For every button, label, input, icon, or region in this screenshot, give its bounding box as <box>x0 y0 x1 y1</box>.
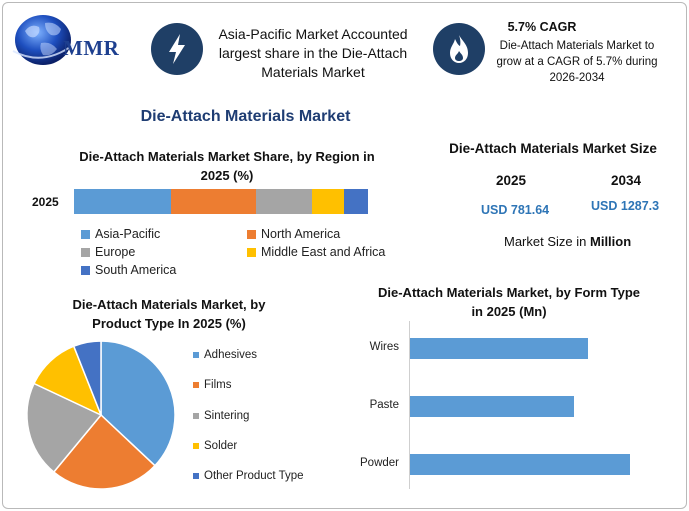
swatch <box>193 443 199 449</box>
form-category-label: Paste <box>369 399 399 411</box>
form-chart-title: Die-Attach Materials Market, by Form Typ… <box>378 285 640 319</box>
form-bar <box>410 338 589 359</box>
form-bar <box>410 396 574 417</box>
swatch <box>81 247 90 257</box>
legend-sintering: Sintering <box>193 410 249 422</box>
legend-middle-east-africa: Middle East and Africa <box>247 245 385 259</box>
swatch <box>81 265 90 275</box>
region-bar-segment <box>312 189 345 214</box>
region-stacked-bar <box>74 189 368 214</box>
unit-label: Million <box>590 234 632 249</box>
region-bar-segment <box>256 189 313 214</box>
form-chart-axis <box>409 321 410 489</box>
swatch <box>247 247 256 257</box>
globe-icon <box>12 15 74 65</box>
region-bar-segment <box>74 189 172 214</box>
pie-slice <box>26 382 103 474</box>
swatch <box>193 352 199 358</box>
swatch <box>193 382 199 388</box>
legend-north-america: North America <box>247 227 340 241</box>
page-title: Die-Attach Materials Market <box>140 108 351 125</box>
legend-adhesives: Adhesives <box>193 349 257 361</box>
swatch <box>247 229 256 239</box>
cagr-title: 5.7% CAGR <box>507 20 577 34</box>
form-category-label: Wires <box>369 341 399 353</box>
region-bar-segment <box>344 189 368 214</box>
legend-other-product-type: Other Product Type <box>193 470 304 482</box>
pie-slice <box>72 340 102 416</box>
legend-solder: Solder <box>193 440 237 452</box>
pie-slice <box>52 413 157 490</box>
product-pie-chart <box>26 340 176 490</box>
form-bar-chart: Wires Paste Powder <box>343 321 643 491</box>
logo-text: MMR <box>63 36 120 60</box>
legend-asia-pacific: Asia-Pacific <box>81 227 160 241</box>
pie-slice <box>100 340 176 467</box>
product-chart-title: Die-Attach Materials Market, by Product … <box>72 297 266 331</box>
flame-icon <box>433 23 485 75</box>
market-size-year-2025: 2025 <box>496 173 527 188</box>
market-size-year-2034: 2034 <box>611 173 642 188</box>
market-size-unit: Market Size in Million <box>504 234 631 249</box>
region-year-label: 2025 <box>32 195 59 209</box>
unit-prefix: Market Size in <box>504 234 587 249</box>
legend-europe: Europe <box>81 245 135 259</box>
insight-region: Asia-Pacific Market Accounted largest sh… <box>218 26 408 80</box>
market-size-value-2025: USD 781.64 <box>481 203 550 217</box>
swatch <box>193 413 199 419</box>
legend-south-america: South America <box>81 263 176 277</box>
form-bar <box>410 454 631 475</box>
market-size-value-2034: USD 1287.3 <box>591 199 660 213</box>
logo: MMR <box>11 11 141 67</box>
swatch <box>81 229 90 239</box>
product-legend: Adhesives Films Sintering Solder Other P… <box>193 349 333 489</box>
lightning-bolt-icon <box>151 23 203 75</box>
market-size-title: Die-Attach Materials Market Size <box>449 141 657 156</box>
region-legend: Asia-Pacific North America Europe Middle… <box>81 227 411 283</box>
region-chart-title: Die-Attach Materials Market Share, by Re… <box>79 149 375 183</box>
cagr-text: Die-Attach Materials Market to grow at a… <box>496 40 658 84</box>
form-category-label: Powder <box>360 457 399 469</box>
legend-films: Films <box>193 379 231 391</box>
region-bar-segment <box>171 189 257 214</box>
swatch <box>193 473 199 479</box>
